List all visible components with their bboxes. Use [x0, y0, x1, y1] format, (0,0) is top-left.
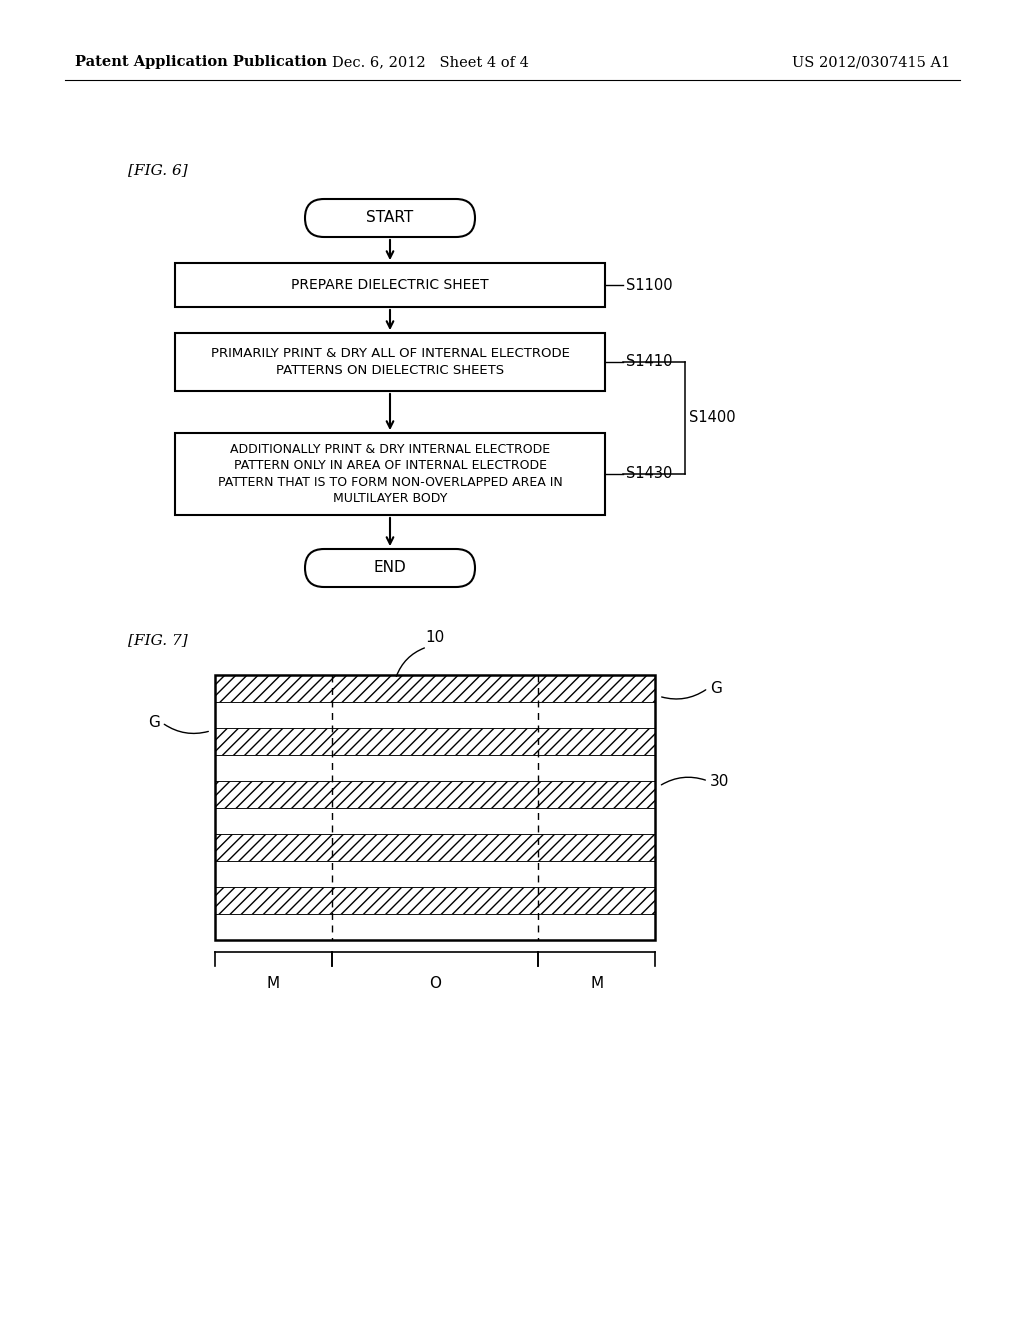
Text: [FIG. 7]: [FIG. 7] — [128, 634, 187, 647]
Bar — [215, 781, 655, 808]
Text: ADDITIONALLY PRINT & DRY INTERNAL ELECTRODE
PATTERN ONLY IN AREA OF INTERNAL ELE: ADDITIONALLY PRINT & DRY INTERNAL ELECTR… — [218, 442, 562, 506]
FancyBboxPatch shape — [305, 199, 475, 238]
Text: Patent Application Publication: Patent Application Publication — [75, 55, 327, 69]
FancyBboxPatch shape — [305, 549, 475, 587]
Text: G: G — [710, 681, 722, 696]
Text: PREPARE DIELECTRIC SHEET: PREPARE DIELECTRIC SHEET — [291, 279, 488, 292]
Bar — [175, 433, 605, 515]
Text: 10: 10 — [425, 630, 444, 644]
Bar — [175, 333, 605, 391]
Bar — [215, 834, 655, 861]
Bar — [215, 729, 655, 755]
Text: START: START — [367, 210, 414, 226]
Text: S1100: S1100 — [626, 277, 673, 293]
Text: Dec. 6, 2012   Sheet 4 of 4: Dec. 6, 2012 Sheet 4 of 4 — [332, 55, 528, 69]
Bar — [175, 263, 605, 308]
Text: G: G — [148, 715, 160, 730]
Text: M: M — [590, 977, 603, 991]
Text: PRIMARILY PRINT & DRY ALL OF INTERNAL ELECTRODE
PATTERNS ON DIELECTRIC SHEETS: PRIMARILY PRINT & DRY ALL OF INTERNAL EL… — [211, 347, 569, 378]
Bar — [215, 808, 655, 834]
Bar — [215, 913, 655, 940]
Bar — [215, 675, 655, 940]
Text: O: O — [429, 977, 441, 991]
Bar — [215, 861, 655, 887]
Text: US 2012/0307415 A1: US 2012/0307415 A1 — [792, 55, 950, 69]
Bar — [215, 675, 655, 701]
Text: S1410: S1410 — [626, 355, 673, 370]
Text: S1430: S1430 — [626, 466, 673, 482]
Text: [FIG. 6]: [FIG. 6] — [128, 162, 187, 177]
Text: S1400: S1400 — [689, 411, 735, 425]
Text: END: END — [374, 561, 407, 576]
Bar — [215, 887, 655, 913]
Text: 30: 30 — [710, 774, 729, 788]
Bar — [215, 755, 655, 781]
Text: M: M — [266, 977, 280, 991]
Bar — [215, 701, 655, 729]
